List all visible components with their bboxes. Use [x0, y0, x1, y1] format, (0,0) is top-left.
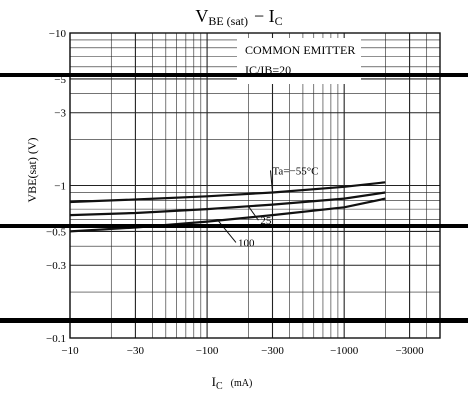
y-tick-label: −0.5 — [46, 226, 66, 238]
series-label: 100 — [238, 237, 255, 249]
series-label: 25 — [260, 215, 272, 227]
y-tick-label: −0.3 — [46, 260, 66, 272]
y-axis-label: VBE(sat) (V) — [25, 138, 39, 203]
label-leader — [269, 170, 273, 193]
series-line — [69, 191, 386, 217]
y-tick-label: −0.1 — [46, 333, 66, 345]
x-axis-label: IC (mA) — [212, 374, 253, 392]
scan-artifacts — [0, 73, 468, 323]
y-tick-labels: −10−5−3−1−0.5−0.3−0.1 — [46, 28, 66, 345]
series-line — [69, 181, 386, 204]
plot-frame — [69, 32, 441, 339]
x-tick-label: −30 — [127, 345, 145, 357]
curve-labels: Ta=−55°C 25 100 — [217, 165, 318, 249]
x-tick-label: −3000 — [395, 345, 424, 357]
y-tick-label: −1 — [54, 181, 66, 193]
curves — [69, 181, 386, 233]
series-line — [69, 197, 386, 233]
x-tick-label: −100 — [196, 345, 219, 357]
x-tick-label: −1000 — [330, 345, 359, 357]
y-tick-label: −10 — [49, 28, 67, 40]
x-tick-labels: −10 −30 −100 −300 −1000 −3000 — [61, 345, 424, 357]
annotation-common-emitter: COMMON EMITTER — [245, 43, 355, 57]
x-tick-label: −10 — [61, 345, 79, 357]
label-leader — [247, 205, 259, 221]
chart-title: VBE (sat) − IC — [195, 6, 282, 28]
series-label: Ta=−55°C — [272, 165, 318, 177]
x-tick-label: −300 — [261, 345, 284, 357]
y-tick-label: −3 — [54, 108, 66, 120]
